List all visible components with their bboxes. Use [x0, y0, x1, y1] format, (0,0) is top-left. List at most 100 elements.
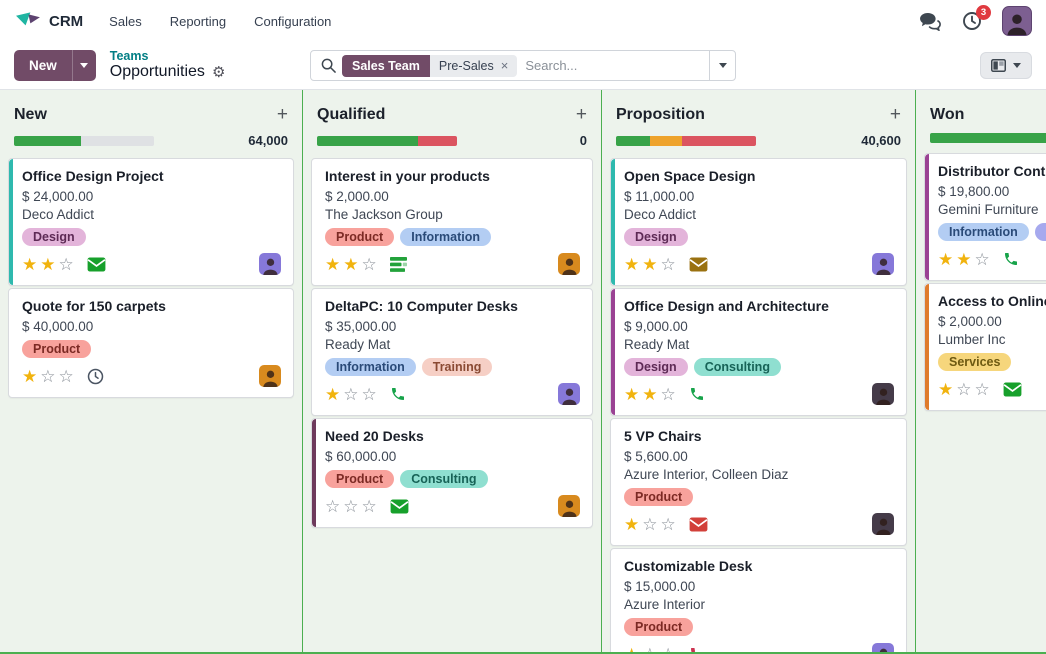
kanban-column-won: Won + Distributor Contract $ 19,800.00 G… [916, 90, 1046, 652]
kanban-column-qualified: Qualified + 0 Interest in your products … [303, 90, 602, 652]
card-amount: $ 9,000.00 [624, 319, 688, 334]
priority-stars[interactable]: ★ ★ ☆ [624, 384, 676, 404]
avatar[interactable] [872, 383, 894, 405]
column-total: 40,600 [861, 133, 901, 148]
phone-icon[interactable] [390, 386, 406, 402]
card-company: Ready Mat [325, 337, 391, 352]
phone-icon[interactable] [689, 646, 705, 652]
kanban-card[interactable]: DeltaPC: 10 Computer Desks $ 35,000.00 R… [311, 288, 593, 416]
tag: Other [1034, 223, 1046, 241]
avatar[interactable] [259, 253, 281, 275]
menu-sales[interactable]: Sales [109, 13, 142, 29]
priority-stars[interactable]: ★ ☆ ☆ [325, 384, 377, 404]
priority-stars[interactable]: ★ ☆ ☆ [938, 379, 990, 399]
add-record-button[interactable]: + [276, 104, 288, 125]
kanban-card[interactable]: Access to Online Catalog $ 2,000.00 Lumb… [924, 283, 1046, 411]
card-title: Open Space Design [624, 168, 756, 184]
top-navbar: CRM Sales Reporting Configuration 3 [0, 0, 1046, 42]
tag: Product [624, 618, 694, 636]
column-title: New [14, 105, 47, 123]
priority-stars[interactable]: ★ ☆ ☆ [624, 644, 676, 654]
priority-stars[interactable]: ☆ ☆ ☆ [325, 496, 377, 516]
tag: Services [938, 353, 1012, 371]
column-total: 0 [579, 133, 587, 148]
priority-stars[interactable]: ★ ★ ☆ [325, 254, 377, 274]
tag: Design [22, 228, 86, 246]
column-title: Won [930, 105, 965, 123]
column-progressbar[interactable] [317, 135, 457, 146]
menu-reporting[interactable]: Reporting [169, 13, 227, 29]
phone-icon[interactable] [689, 386, 705, 402]
tag: Product [22, 340, 92, 358]
search-options-toggle[interactable] [709, 51, 735, 80]
breadcrumb-teams-link[interactable]: Teams [109, 49, 149, 64]
new-button[interactable]: New [14, 50, 96, 81]
kanban-card[interactable]: 5 VP Chairs $ 5,600.00 Azure Interior, C… [610, 418, 907, 546]
app-switcher[interactable]: CRM [14, 11, 83, 32]
menu-configuration[interactable]: Configuration [254, 13, 332, 29]
tag: Design [624, 358, 688, 376]
control-panel: New Teams Opportunities ⚙ Sales Team Pre… [0, 42, 1046, 89]
avatar[interactable] [558, 495, 580, 517]
card-title: Interest in your products [325, 168, 490, 184]
avatar[interactable] [872, 253, 894, 275]
priority-stars[interactable]: ★ ★ ☆ [938, 249, 990, 269]
card-title: Quote for 150 carpets [22, 298, 166, 314]
avatar[interactable] [558, 383, 580, 405]
search-bar[interactable]: Sales Team Pre-Sales × [310, 50, 736, 81]
add-record-button[interactable]: + [575, 104, 587, 125]
priority-stars[interactable]: ★ ☆ ☆ [624, 514, 676, 534]
column-progressbar[interactable] [616, 135, 756, 146]
kanban-card[interactable]: Need 20 Desks $ 60,000.00 Product Consul… [311, 418, 593, 528]
envelope-icon[interactable] [689, 516, 708, 532]
kanban-card[interactable]: Open Space Design $ 11,000.00 Deco Addic… [610, 158, 907, 286]
gear-icon[interactable]: ⚙ [211, 64, 226, 82]
avatar[interactable] [872, 513, 894, 535]
avatar[interactable] [872, 643, 894, 652]
envelope-icon[interactable] [689, 256, 708, 272]
new-button-label[interactable]: New [29, 58, 57, 73]
view-switcher-button[interactable] [980, 52, 1032, 79]
kanban-card[interactable]: Quote for 150 carpets $ 40,000.00 Produc… [8, 288, 294, 398]
clock-icon[interactable] [87, 368, 104, 385]
kanban-card[interactable]: Interest in your products $ 2,000.00 The… [311, 158, 593, 286]
add-record-button[interactable]: + [889, 104, 901, 125]
priority-stars[interactable]: ★ ★ ☆ [22, 254, 74, 274]
column-title: Proposition [616, 105, 705, 123]
card-title: Office Design and Architecture [624, 298, 829, 314]
priority-stars[interactable]: ★ ☆ ☆ [22, 366, 74, 386]
facet-remove-icon[interactable]: × [500, 58, 509, 73]
activities-clock-icon[interactable]: 3 [962, 5, 991, 31]
messages-icon[interactable] [919, 12, 942, 31]
kanban-card[interactable]: Office Design and Architecture $ 9,000.0… [610, 288, 907, 416]
kanban-board: New + 64,000 Office Design Project $ 24,… [0, 89, 1046, 654]
kanban-card[interactable]: Distributor Contract $ 19,800.00 Gemini … [924, 153, 1046, 281]
page-title: Opportunities [109, 63, 205, 81]
phone-icon[interactable] [1003, 251, 1019, 267]
envelope-icon[interactable] [390, 498, 409, 514]
tasks-icon[interactable] [389, 256, 407, 272]
activity-count-badge: 3 [976, 5, 991, 20]
card-title: Need 20 Desks [325, 428, 424, 444]
envelope-icon[interactable] [87, 256, 106, 272]
tag: Consulting [400, 470, 488, 488]
card-title: DeltaPC: 10 Computer Desks [325, 298, 518, 314]
kanban-view-icon [991, 59, 1006, 72]
avatar[interactable] [558, 253, 580, 275]
kanban-card[interactable]: Office Design Project $ 24,000.00 Deco A… [8, 158, 294, 286]
new-dropdown-toggle[interactable] [71, 50, 96, 81]
column-progressbar[interactable] [930, 133, 1046, 143]
card-color-strip [925, 154, 929, 280]
facet-category: Sales Team [342, 54, 430, 77]
card-color-strip [611, 159, 615, 285]
column-progressbar[interactable] [14, 135, 154, 146]
card-company: Gemini Furniture [938, 202, 1039, 217]
search-input[interactable] [517, 58, 710, 73]
kanban-card[interactable]: Customizable Desk $ 15,000.00 Azure Inte… [610, 548, 907, 654]
avatar[interactable] [259, 365, 281, 387]
priority-stars[interactable]: ★ ★ ☆ [624, 254, 676, 274]
envelope-icon[interactable] [1003, 381, 1022, 397]
user-avatar[interactable] [1002, 6, 1032, 36]
card-amount: $ 11,000.00 [624, 189, 695, 204]
card-title: 5 VP Chairs [624, 428, 702, 444]
